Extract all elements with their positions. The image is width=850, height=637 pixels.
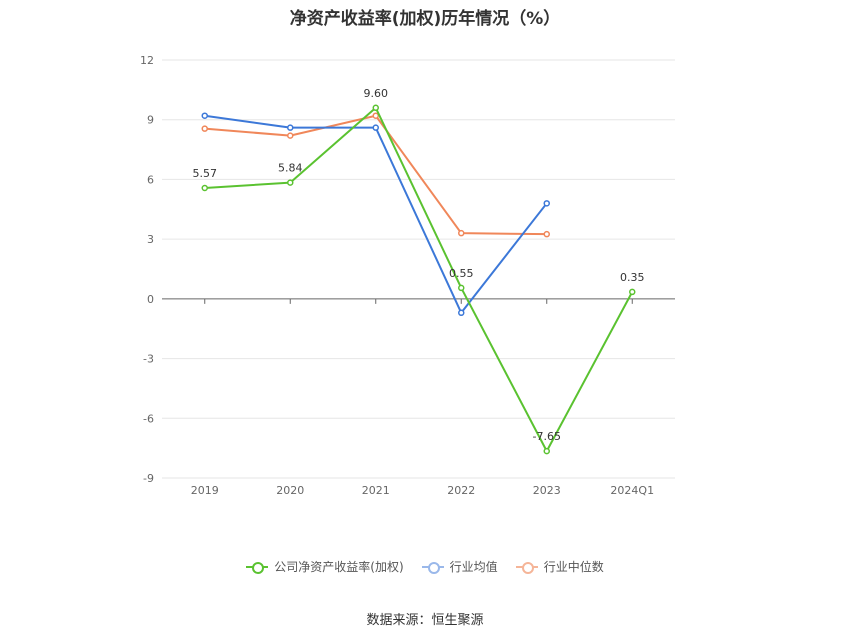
x-tick-label: 2023 [533, 484, 561, 497]
x-tick-label: 2020 [276, 484, 304, 497]
y-tick-label: 0 [147, 293, 154, 306]
y-tick-label: 12 [140, 54, 154, 67]
series-line-1 [204, 114, 548, 314]
y-tick-label: 9 [147, 114, 154, 127]
data-point-1 [287, 124, 294, 131]
legend-label-company-roe: 公司净资产收益率(加权) [274, 560, 404, 574]
data-source: 数据来源：恒生聚源 [366, 613, 484, 628]
data-point-0 [372, 104, 379, 112]
data-point-1 [543, 200, 550, 207]
data-label: 0.55 [449, 267, 474, 280]
data-point-1 [458, 309, 465, 317]
y-tick-label: 6 [147, 173, 154, 186]
y-tick-label: 3 [147, 233, 154, 246]
data-point-1 [201, 112, 208, 119]
legend-swatch-industry-mean [421, 561, 444, 574]
data-point-0 [629, 288, 636, 296]
data-point-1 [372, 124, 379, 131]
legend-swatch-industry-median [515, 561, 538, 574]
legend-item-industry-median[interactable]: 行业中位数 [515, 558, 604, 575]
y-tick-label: -6 [143, 412, 154, 425]
legend-item-industry-mean[interactable]: 行业均值 [421, 558, 498, 575]
data-point-2 [287, 132, 294, 139]
data-label: -7.65 [533, 430, 561, 443]
data-label: 0.35 [620, 271, 645, 284]
data-point-2 [372, 112, 379, 119]
legend-item-company-roe[interactable]: 公司净资产收益率(加权) [246, 558, 404, 575]
data-point-0 [287, 179, 294, 186]
x-tick-label: 2024Q1 [610, 484, 654, 497]
x-tick-label: 2021 [362, 484, 390, 497]
chart-title: 净资产收益率(加权)历年情况（%） [289, 9, 561, 29]
x-tick-label: 2019 [191, 484, 219, 497]
line-chart: 12 9 6 3 0 -3 -6 -9 2019 2020 2021 2022 2023 2024Q1 5.… [140, 54, 675, 497]
series-line-0 [204, 106, 634, 453]
legend-label-industry-mean: 行业均值 [449, 560, 498, 574]
data-label: 9.60 [364, 87, 389, 100]
data-label: 5.84 [278, 162, 303, 175]
data-label: 5.57 [193, 167, 218, 180]
chart-legend: 公司净资产收益率(加权) 行业均值 行业中位数 [0, 558, 850, 575]
data-point-2 [201, 125, 208, 132]
data-point-2 [458, 229, 465, 237]
y-tick-label: -3 [143, 353, 154, 366]
series-line-2 [204, 114, 547, 236]
x-tick-label: 2022 [447, 484, 475, 497]
legend-swatch-company-roe [246, 561, 269, 574]
data-point-2 [543, 230, 550, 238]
y-tick-label: -9 [143, 472, 154, 485]
data-point-0 [543, 447, 550, 455]
data-point-0 [458, 284, 465, 292]
data-point-0 [201, 184, 208, 192]
legend-label-industry-median: 行业中位数 [543, 560, 604, 574]
